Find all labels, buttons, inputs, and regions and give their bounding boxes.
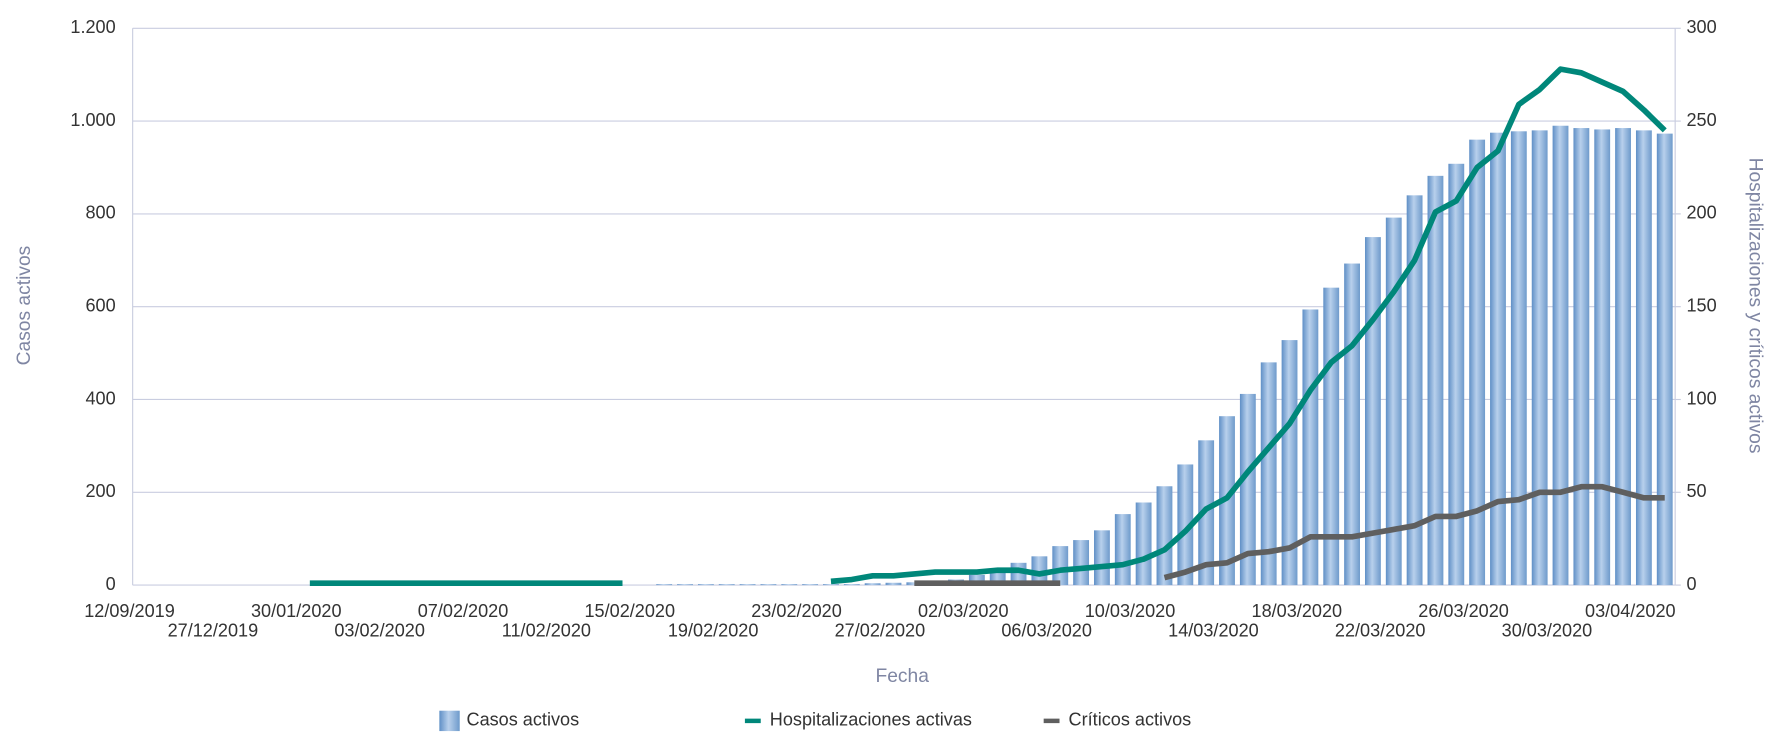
bar xyxy=(864,583,881,586)
bar xyxy=(1135,502,1152,586)
legend-label: Críticos activos xyxy=(1069,710,1192,730)
bar xyxy=(1510,131,1527,586)
bar xyxy=(1635,130,1652,586)
bar xyxy=(1031,556,1048,586)
x-tick-label: 14/03/2020 xyxy=(1168,620,1259,640)
bar xyxy=(1260,362,1277,586)
legend-label: Hospitalizaciones activas xyxy=(770,710,972,730)
bar xyxy=(1490,132,1506,586)
bar xyxy=(1302,309,1319,586)
y-tick-label: 1.000 xyxy=(70,110,115,130)
x-tick-label: 12/09/2019 xyxy=(84,601,175,621)
x-tick-label: 23/02/2020 xyxy=(751,601,842,621)
x-axis-title: Fecha xyxy=(876,666,930,687)
bar xyxy=(1323,287,1340,586)
line xyxy=(914,483,1665,587)
y-tick-label: 600 xyxy=(85,295,115,315)
bar xyxy=(1239,393,1256,586)
bar xyxy=(697,584,714,586)
bar xyxy=(1177,464,1194,586)
legend-swatch xyxy=(439,710,460,732)
bar xyxy=(1281,340,1298,586)
bar xyxy=(1156,486,1173,586)
bar xyxy=(968,574,985,586)
y2-tick-label: 0 xyxy=(1686,574,1696,594)
bar xyxy=(1552,125,1569,586)
x-tick-label: 26/03/2020 xyxy=(1418,601,1509,621)
bar xyxy=(1656,133,1673,586)
x-tick-label: 18/03/2020 xyxy=(1252,601,1343,621)
x-tick-label: 27/12/2019 xyxy=(168,620,259,640)
bar xyxy=(1094,530,1110,586)
bar xyxy=(906,582,923,586)
x-tick-label: 22/03/2020 xyxy=(1335,620,1426,640)
bar xyxy=(1385,217,1402,586)
bar xyxy=(1073,540,1090,586)
y-tick-label: 200 xyxy=(85,481,115,501)
y2-tick-label: 150 xyxy=(1686,295,1716,315)
y2-tick-label: 50 xyxy=(1686,481,1706,501)
bar xyxy=(1052,546,1069,586)
x-tick-label: 03/04/2020 xyxy=(1585,601,1676,621)
bar xyxy=(1427,175,1444,586)
bar xyxy=(1615,128,1631,586)
bar xyxy=(843,584,860,586)
y-tick-label: 800 xyxy=(85,203,115,223)
bar xyxy=(1594,129,1611,586)
y-tick-label: 400 xyxy=(85,388,115,408)
y2-axis-title: Hospitalizaciones y críticos activos xyxy=(1744,158,1765,454)
bar xyxy=(760,584,777,586)
y2-tick-label: 100 xyxy=(1686,388,1716,408)
legend-label: Casos activos xyxy=(467,710,580,730)
bar xyxy=(677,584,693,586)
bar xyxy=(1573,128,1590,586)
bar xyxy=(739,584,756,586)
x-tick-label: 30/03/2020 xyxy=(1502,620,1593,640)
bar xyxy=(781,584,798,586)
bar xyxy=(802,584,819,586)
y2-tick-label: 300 xyxy=(1686,17,1716,37)
y-tick-label: 1.200 xyxy=(70,17,115,37)
x-tick-label: 19/02/2020 xyxy=(668,620,759,640)
bar xyxy=(1406,195,1423,586)
y2-tick-label: 250 xyxy=(1686,110,1716,130)
bar xyxy=(1469,139,1486,586)
x-tick-label: 15/02/2020 xyxy=(584,601,675,621)
bar xyxy=(1114,514,1131,586)
y-tick-label: 0 xyxy=(106,574,116,594)
line xyxy=(309,66,1667,587)
x-tick-label: 30/01/2020 xyxy=(251,601,342,621)
x-tick-label: 27/02/2020 xyxy=(835,620,926,640)
bar xyxy=(656,584,673,586)
bar xyxy=(1531,130,1548,586)
bar xyxy=(1448,163,1465,586)
x-tick-label: 07/02/2020 xyxy=(418,601,509,621)
x-tick-label: 02/03/2020 xyxy=(918,601,1009,621)
y-axis-title: Casos activos xyxy=(14,246,35,366)
x-tick-label: 10/03/2020 xyxy=(1085,601,1176,621)
bar xyxy=(823,584,839,586)
x-tick-label: 03/02/2020 xyxy=(334,620,425,640)
bar xyxy=(718,584,735,586)
x-tick-label: 11/02/2020 xyxy=(502,620,591,640)
x-tick-label: 06/03/2020 xyxy=(1001,620,1092,640)
y2-tick-label: 200 xyxy=(1686,203,1716,223)
bar xyxy=(885,582,902,586)
